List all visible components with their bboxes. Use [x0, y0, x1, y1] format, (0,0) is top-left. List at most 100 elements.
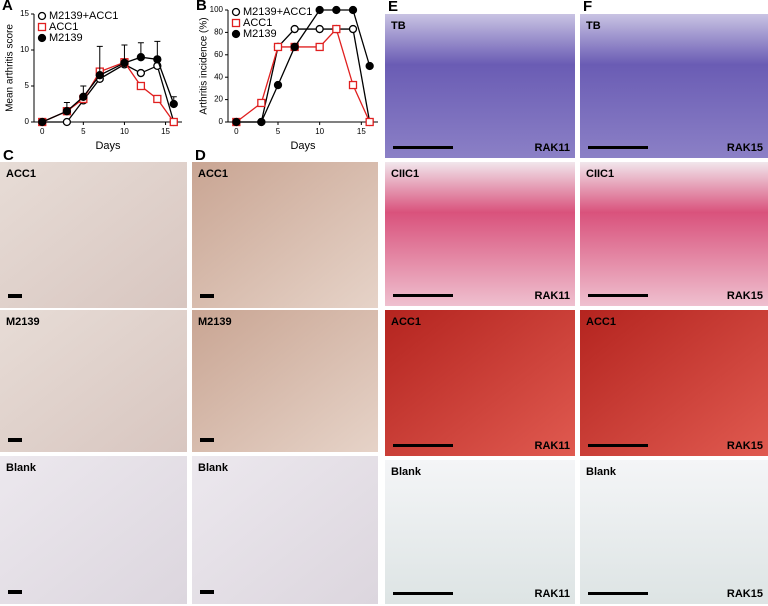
x-tick-label: 0: [234, 127, 239, 136]
micrograph: [192, 456, 378, 604]
image-label: TB: [391, 20, 406, 32]
image-label: ACC1: [391, 316, 421, 328]
scale-bar: [200, 438, 214, 442]
legend-marker: [231, 29, 241, 39]
marker: [315, 5, 324, 15]
sample-label: RAK15: [727, 588, 763, 600]
micrograph: [385, 14, 575, 158]
marker: [38, 117, 47, 127]
marker: [332, 5, 341, 15]
image-label: ACC1: [6, 168, 36, 180]
series-line: [235, 27, 371, 123]
legend-label: M2139: [49, 32, 83, 44]
image-label: M2139: [198, 316, 232, 328]
image-label: Blank: [6, 462, 37, 474]
x-axis-label: Days: [290, 140, 316, 152]
x-tick-label: 5: [81, 127, 86, 136]
scale-bar: [588, 444, 648, 447]
scale-bar: [200, 294, 214, 298]
micrograph: [580, 310, 768, 456]
x-axis-label: Days: [95, 140, 121, 152]
marker: [290, 42, 299, 52]
y-tick-label: 0: [25, 117, 30, 126]
scale-bar: [393, 444, 453, 447]
image-label: Blank: [198, 462, 229, 474]
micrograph: [192, 310, 378, 452]
legend-marker: [231, 18, 241, 28]
scale-bar: [393, 294, 453, 297]
marker: [95, 71, 104, 80]
micrograph: [580, 14, 768, 158]
marker: [257, 98, 266, 108]
marker: [273, 42, 283, 52]
micrograph: [192, 162, 378, 308]
y-tick-label: 5: [25, 81, 30, 90]
y-tick-label: 60: [214, 50, 223, 59]
marker: [365, 117, 374, 127]
marker: [348, 80, 358, 90]
marker: [153, 94, 162, 104]
scale-bar: [393, 592, 453, 595]
x-tick-label: 0: [40, 127, 45, 136]
sample-label: RAK11: [535, 440, 570, 452]
image-label: M2139: [6, 316, 40, 328]
y-tick-label: 10: [20, 45, 29, 54]
scale-bar: [588, 146, 648, 149]
error-bar: [96, 45, 103, 76]
marker: [153, 55, 162, 64]
marker: [315, 42, 324, 52]
sample-label: RAK15: [727, 440, 763, 452]
marker: [348, 24, 358, 34]
scale-bar: [8, 294, 22, 298]
x-tick-label: 10: [315, 127, 324, 136]
legend-marker: [37, 22, 47, 32]
sample-label: RAK11: [535, 588, 570, 600]
image-label: Blank: [391, 466, 422, 478]
legend-label: ACC1: [49, 21, 78, 33]
marker: [315, 24, 324, 34]
marker: [120, 58, 129, 68]
y-tick-label: 100: [210, 5, 224, 14]
micrograph: [385, 162, 575, 306]
panel-letter: C: [3, 147, 14, 164]
y-tick-label: 80: [214, 28, 223, 37]
marker: [257, 117, 266, 127]
x-tick-label: 10: [120, 127, 129, 136]
micrograph: [580, 460, 768, 604]
image-label: CIIC1: [586, 168, 614, 180]
marker: [136, 68, 146, 78]
marker: [169, 117, 178, 127]
legend-marker: [37, 33, 47, 43]
marker: [232, 117, 241, 127]
panel-letter: F: [583, 0, 592, 15]
marker: [290, 24, 299, 34]
y-tick-label: 0: [219, 117, 224, 126]
panel-letter: B: [196, 0, 207, 14]
scale-bar: [393, 146, 453, 149]
marker: [365, 61, 374, 71]
legend-label: M2139: [243, 28, 277, 40]
marker: [273, 80, 283, 90]
panel-letter: A: [2, 0, 13, 14]
sample-label: RAK15: [727, 142, 763, 154]
marker: [348, 5, 358, 15]
micrograph: [580, 162, 768, 306]
marker: [79, 92, 88, 101]
micrograph: [385, 460, 575, 604]
legend-label: M2139+ACC1: [243, 6, 312, 18]
marker: [62, 117, 72, 127]
scale-bar: [588, 592, 648, 595]
scale-bar: [200, 590, 214, 594]
marker: [332, 24, 341, 34]
marker: [136, 81, 146, 91]
marker: [169, 99, 178, 109]
y-tick-label: 20: [214, 95, 223, 104]
image-label: TB: [586, 20, 601, 32]
legend-label: M2139+ACC1: [49, 10, 118, 22]
scale-bar: [8, 590, 22, 594]
sample-label: RAK11: [535, 142, 570, 154]
scale-bar: [8, 438, 22, 442]
legend-label: ACC1: [243, 17, 272, 29]
image-label: ACC1: [198, 168, 228, 180]
legend-marker: [231, 7, 241, 17]
